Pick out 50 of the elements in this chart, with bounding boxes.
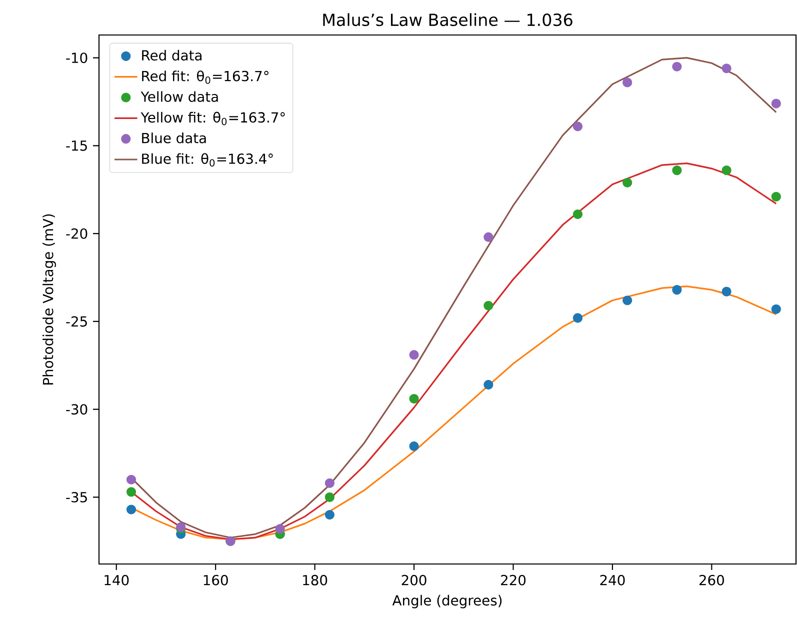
point — [771, 304, 781, 314]
point — [484, 300, 494, 310]
legend-label: Red data — [142, 50, 202, 61]
y-tick-label: -15 — [66, 140, 87, 151]
y-axis-title: Photodiode Voltage (mV) — [42, 214, 56, 384]
point — [484, 380, 494, 390]
point — [672, 166, 682, 176]
point — [126, 487, 136, 497]
x-tick-label: 180 — [303, 574, 328, 586]
point — [484, 232, 494, 242]
point — [572, 122, 583, 132]
y-tick-label: -20 — [66, 228, 88, 239]
x-tick-label: 200 — [402, 574, 426, 586]
y-tick-label: -25 — [66, 316, 87, 327]
y-tick-label: -35 — [66, 492, 87, 502]
legend-label: Yellow data — [140, 91, 218, 102]
point — [722, 286, 732, 296]
point — [622, 78, 632, 88]
point — [722, 166, 732, 176]
x-tick-label: 240 — [600, 574, 625, 586]
x-tick-label: 260 — [699, 574, 724, 586]
legend-label: Red fit: θ$_{0}$=163.7° — [142, 70, 268, 84]
point — [126, 504, 136, 514]
point — [672, 285, 682, 295]
point — [572, 209, 583, 220]
point — [771, 192, 781, 202]
point — [672, 62, 682, 72]
y-tick-label: -10 — [66, 52, 88, 64]
point — [622, 296, 632, 306]
x-tick-label: 220 — [501, 574, 526, 586]
legend-label: Yellow fit: θ$_{0}$=163.7° — [140, 112, 285, 126]
point — [572, 313, 583, 323]
point — [126, 474, 136, 484]
point — [722, 64, 732, 74]
legend-label: Blue data — [142, 132, 206, 144]
y-tick-label: -30 — [66, 404, 88, 415]
x-tick-label: 160 — [204, 574, 228, 586]
point — [771, 98, 781, 108]
point — [409, 441, 419, 452]
point — [324, 510, 334, 520]
point — [409, 350, 419, 360]
chart-title: Malus’s Law Baseline — 1.036 — [323, 13, 572, 26]
point — [622, 178, 632, 188]
point — [409, 394, 419, 404]
point — [275, 524, 285, 534]
point — [324, 492, 334, 502]
legend-label: Blue fit: θ$_{0}$=163.4° — [142, 153, 273, 167]
x-axis-title: Angle (degrees) — [392, 594, 502, 608]
x-tick-label: 140 — [104, 574, 129, 586]
point — [324, 478, 334, 488]
